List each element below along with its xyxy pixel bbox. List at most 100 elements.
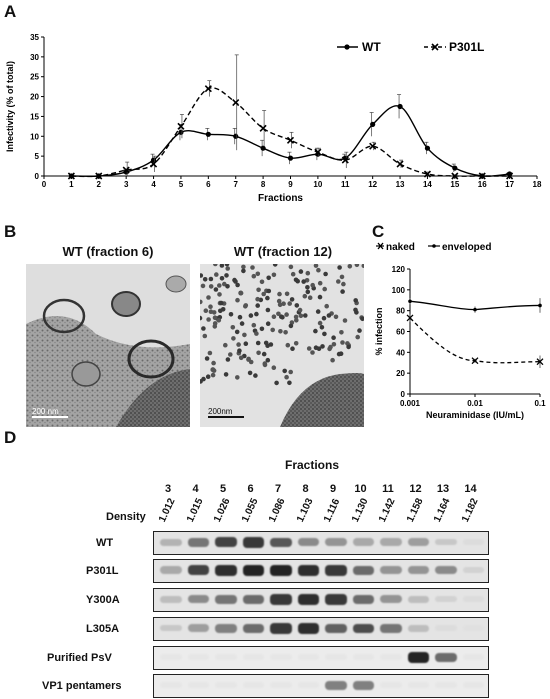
virus-particle (271, 365, 277, 370)
blot-strip (153, 531, 489, 555)
data-point (149, 160, 158, 168)
fraction-number: 7 (274, 483, 282, 495)
blot-band (352, 565, 374, 575)
data-point (259, 124, 267, 132)
fraction-number: 10 (354, 483, 367, 495)
series-naked (406, 313, 544, 368)
virus-particle (254, 311, 259, 317)
data-point (369, 142, 377, 150)
virus-particle (254, 331, 259, 336)
virus-particle (255, 271, 261, 277)
blot-band (215, 537, 237, 548)
blot-band (435, 566, 457, 575)
x-tick-label: 0 (42, 180, 47, 189)
virus-particle (278, 329, 283, 334)
virus-particle (333, 314, 339, 320)
data-point (204, 85, 212, 93)
blot-row-label: Purified PsV (47, 652, 112, 664)
virus-particle (259, 326, 265, 332)
legend: naked enveloped (376, 242, 491, 253)
x-tick-label: 4 (151, 180, 156, 189)
blot-band (462, 654, 484, 660)
blot-band (187, 654, 209, 660)
blot-band (435, 652, 457, 662)
blot-band (462, 566, 484, 574)
virus-particle (230, 325, 236, 330)
virus-particle (219, 300, 224, 306)
virus-particle (200, 299, 203, 305)
blot-band (352, 654, 374, 660)
x-tick-label: 0.01 (467, 399, 483, 408)
fraction-number: 5 (219, 483, 227, 495)
data-point (177, 122, 185, 130)
virus-particle (347, 264, 353, 269)
fraction-number: 4 (192, 483, 199, 495)
series-line (71, 87, 510, 178)
series-enveloped (408, 298, 542, 313)
blot-row-label: Y300A (86, 594, 120, 606)
fraction-number: 12 (409, 483, 422, 495)
virus-particle (261, 351, 267, 357)
y-tick-label: 20 (30, 93, 39, 102)
blot-band (215, 624, 237, 633)
scale-bar-left: 200 nm (32, 407, 82, 421)
x-tick-label: 10 (313, 180, 322, 189)
blot-band (325, 594, 347, 605)
legend-marker-wt (344, 44, 350, 50)
virus-particle (265, 295, 270, 301)
virus-particle (283, 330, 288, 335)
virus-particle (287, 380, 292, 386)
virus-particle (301, 279, 306, 284)
virus-particle (205, 374, 211, 379)
virus-particle (208, 304, 213, 309)
virus-particle (206, 295, 211, 300)
virus-particle (271, 314, 277, 319)
blot-band (215, 682, 237, 688)
data-point (95, 172, 103, 180)
virus-particle (261, 291, 266, 297)
blot-band (407, 566, 429, 575)
virus-particle (277, 302, 283, 308)
virus-particle (361, 264, 364, 268)
virus-particle (293, 341, 299, 346)
blot-band (270, 682, 292, 688)
virus-particle (310, 282, 315, 288)
virus-particle (294, 318, 299, 323)
virus-particle (201, 326, 206, 331)
virus-particle (341, 281, 346, 287)
panel-b-letter: B (4, 222, 17, 241)
blot-band (325, 538, 347, 547)
data-point (408, 299, 412, 304)
panel-c-letter: C (372, 222, 385, 241)
virus-particle (247, 370, 253, 376)
virus-particle (320, 344, 325, 349)
virus-particle (298, 313, 304, 319)
virus-particle (217, 283, 222, 288)
blot-band (380, 566, 402, 575)
virus-particle (210, 372, 216, 378)
virus-particle (225, 266, 230, 271)
x-tick-label: 9 (288, 180, 293, 189)
fraction-number: 6 (247, 483, 254, 495)
blot-band (160, 595, 182, 603)
virus-particle (310, 350, 315, 355)
virus-particle (212, 315, 218, 320)
virus-particle (242, 332, 247, 338)
virus-particle (274, 380, 279, 386)
virus-particle (302, 293, 308, 299)
y-tick-label: 0 (401, 390, 406, 399)
virus-particle (340, 289, 345, 294)
virus-particle (336, 279, 341, 284)
blot-band (242, 623, 264, 633)
virus-particle (331, 335, 336, 340)
y-tick-label: 10 (30, 132, 39, 141)
blot-band (352, 594, 374, 604)
virus-particle (255, 303, 260, 308)
virus-particle (289, 297, 295, 302)
blot-band (407, 538, 429, 547)
virus-particle (228, 312, 234, 317)
density-value: 1.012 (157, 496, 178, 524)
virus-particle (255, 296, 260, 302)
blot-band (380, 682, 402, 688)
virus-particle (212, 321, 218, 326)
